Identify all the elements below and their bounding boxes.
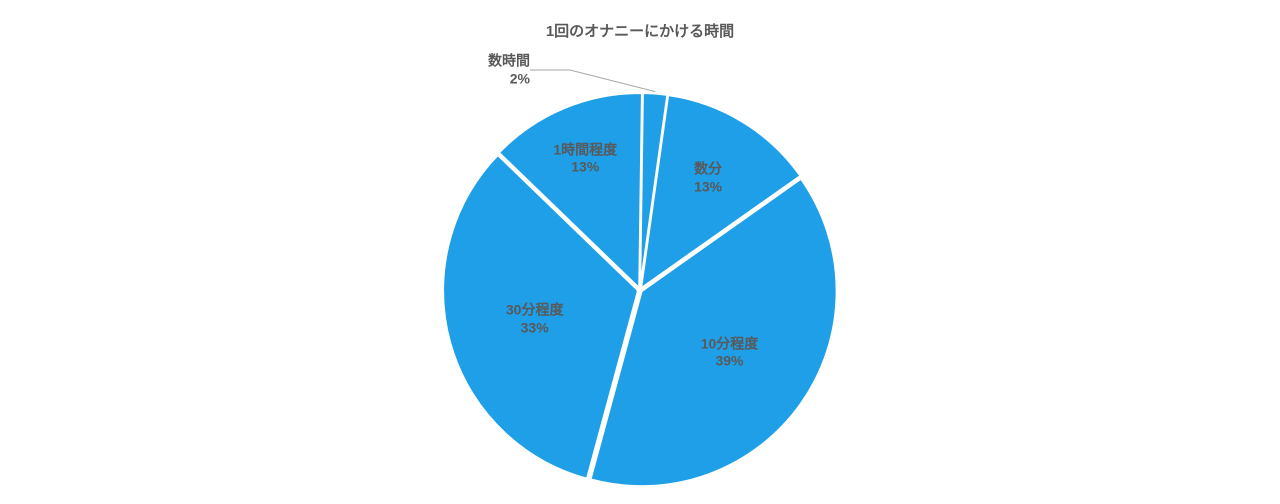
- leader-line: [530, 70, 655, 92]
- pie-slice-label: 30分程度33%: [506, 302, 564, 337]
- pie-chart: [0, 0, 1280, 504]
- pie-slice-label: 10分程度39%: [701, 335, 759, 370]
- pie-slice-label: 数分13%: [694, 161, 722, 196]
- pie-slice-label: 数時間2%: [488, 53, 530, 88]
- chart-stage: 1回のオナニーにかける時間 数分13%10分程度39%30分程度33%1時間程度…: [0, 0, 1280, 504]
- pie-slice-label: 1時間程度13%: [553, 141, 617, 176]
